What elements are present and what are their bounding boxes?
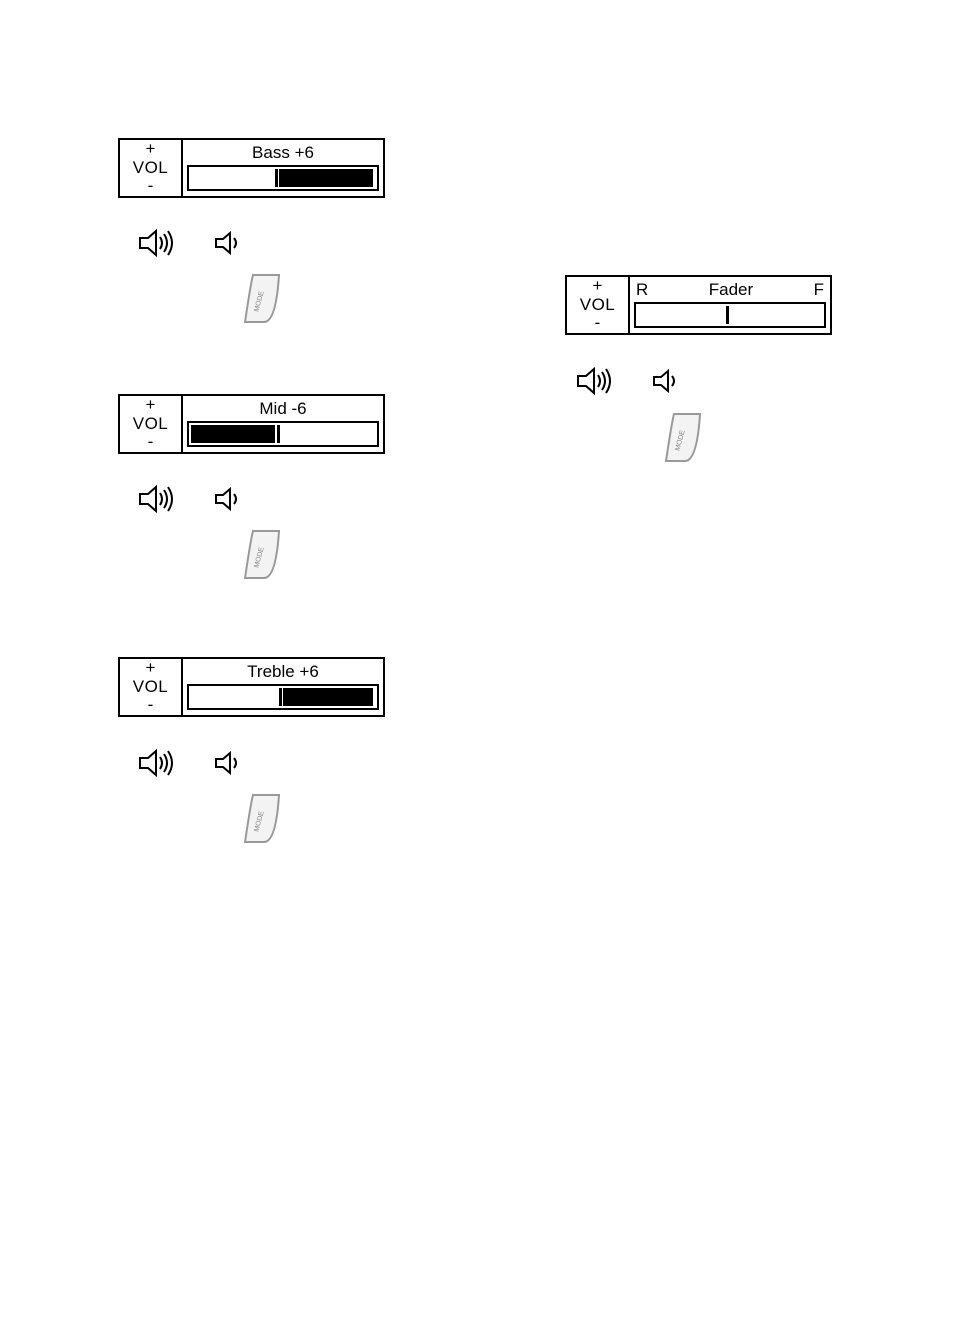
mode-button[interactable]: MODE <box>239 792 283 851</box>
display-bass: + VOL - Bass +6 <box>118 138 385 198</box>
setting-title: Bass +6 <box>187 143 379 165</box>
display-main: Treble +6 <box>183 659 383 715</box>
icons-row-mid <box>138 483 248 520</box>
setting-title-row: R Fader F <box>634 280 826 302</box>
setting-title: Fader <box>709 280 753 300</box>
panel-treble: + VOL - Treble +6 <box>118 657 385 717</box>
panel-fader: + VOL - R Fader F <box>565 275 832 335</box>
icons-row-fader <box>576 365 686 402</box>
display-main: R Fader F <box>630 277 830 333</box>
level-tick <box>279 688 282 706</box>
level-bar <box>187 684 379 710</box>
display-fader: + VOL - R Fader F <box>565 275 832 335</box>
display-main: Mid -6 <box>183 396 383 452</box>
speaker-soft-icon[interactable] <box>214 749 248 782</box>
mode-button[interactable]: MODE <box>660 411 704 470</box>
mode-button[interactable]: MODE <box>239 528 283 587</box>
vol-label: VOL <box>133 159 169 178</box>
vol-plus-label: + <box>593 277 603 296</box>
speaker-loud-icon[interactable] <box>576 365 618 402</box>
vol-minus-label: - <box>148 696 154 715</box>
display-main: Bass +6 <box>183 140 383 196</box>
speaker-soft-icon[interactable] <box>652 367 686 400</box>
display-mid: + VOL - Mid -6 <box>118 394 385 454</box>
vol-plus-label: + <box>146 659 156 678</box>
speaker-loud-icon[interactable] <box>138 747 180 784</box>
vol-label: VOL <box>580 296 616 315</box>
level-tick <box>275 169 278 187</box>
level-bar <box>187 421 379 447</box>
vol-rocker[interactable]: + VOL - <box>120 140 183 196</box>
vol-rocker[interactable]: + VOL - <box>120 396 183 452</box>
vol-minus-label: - <box>595 314 601 333</box>
level-fill <box>279 169 373 187</box>
fader-left-label: R <box>636 280 648 300</box>
panel-bass: + VOL - Bass +6 <box>118 138 385 198</box>
level-fill <box>191 425 276 443</box>
icons-row-treble <box>138 747 248 784</box>
level-bar <box>634 302 826 328</box>
level-tick <box>277 425 280 443</box>
vol-label: VOL <box>133 415 169 434</box>
level-fill <box>283 688 373 706</box>
setting-title: Treble +6 <box>187 662 379 684</box>
speaker-soft-icon[interactable] <box>214 229 248 262</box>
speaker-loud-icon[interactable] <box>138 483 180 520</box>
panel-mid: + VOL - Mid -6 <box>118 394 385 454</box>
vol-plus-label: + <box>146 396 156 415</box>
speaker-soft-icon[interactable] <box>214 485 248 518</box>
display-treble: + VOL - Treble +6 <box>118 657 385 717</box>
vol-plus-label: + <box>146 140 156 159</box>
level-bar <box>187 165 379 191</box>
speaker-loud-icon[interactable] <box>138 227 180 264</box>
setting-title: Mid -6 <box>187 399 379 421</box>
fader-right-label: F <box>814 280 824 300</box>
icons-row-bass <box>138 227 248 264</box>
vol-label: VOL <box>133 678 169 697</box>
mode-button[interactable]: MODE <box>239 272 283 331</box>
vol-minus-label: - <box>148 433 154 452</box>
vol-minus-label: - <box>148 177 154 196</box>
vol-rocker[interactable]: + VOL - <box>120 659 183 715</box>
level-tick <box>726 306 729 324</box>
vol-rocker[interactable]: + VOL - <box>567 277 630 333</box>
